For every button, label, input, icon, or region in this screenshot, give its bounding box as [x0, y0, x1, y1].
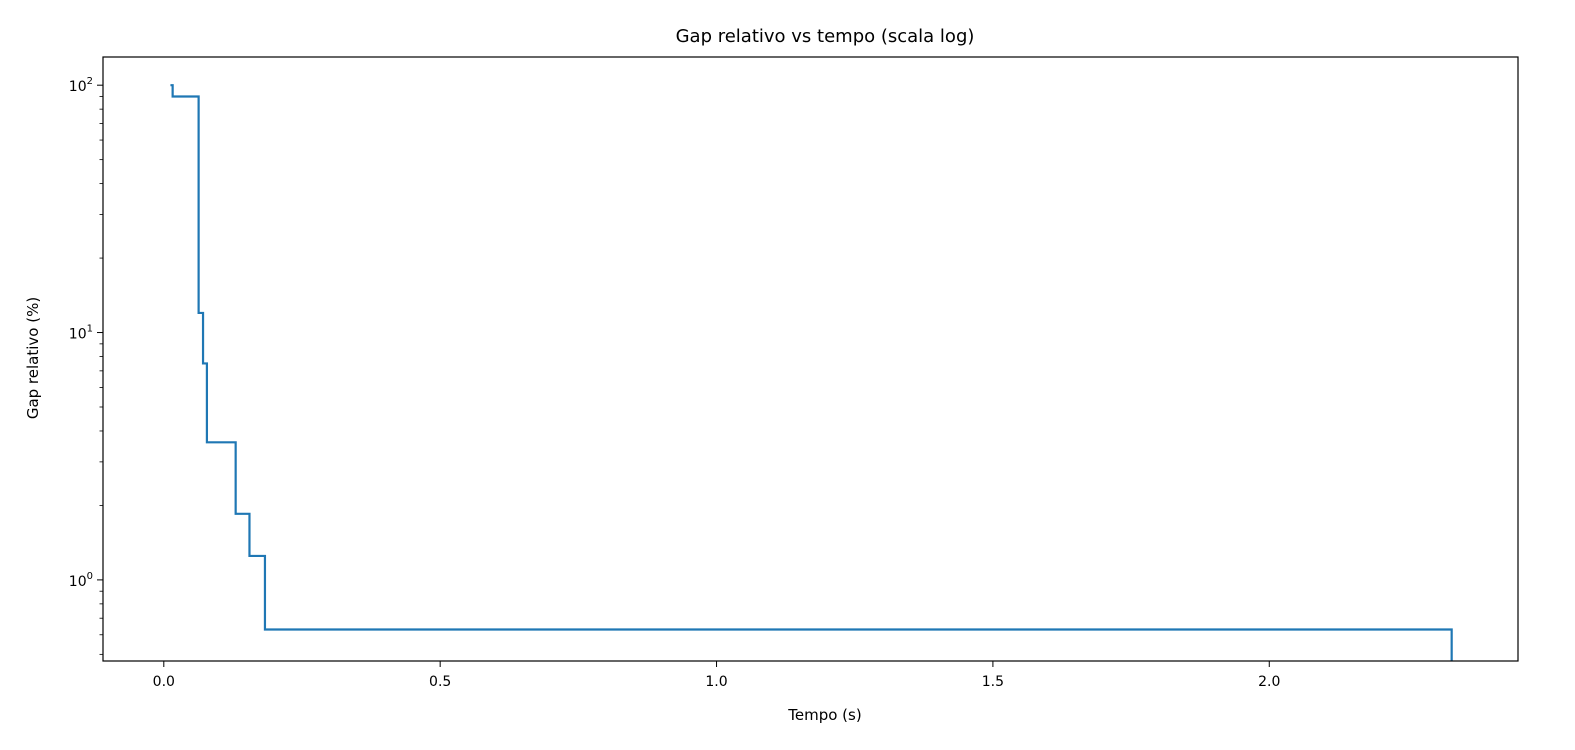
y-tick-base: 10: [69, 327, 87, 343]
x-tick-label: 2.0: [1258, 674, 1280, 690]
x-tick-label: 0.0: [153, 674, 175, 690]
y-tick-label: 100: [69, 571, 93, 590]
y-tick-label: 102: [69, 76, 93, 95]
x-tick-label: 1.5: [982, 674, 1004, 690]
y-tick-label: 101: [69, 324, 93, 343]
x-tick-label: 0.5: [429, 674, 451, 690]
chart-title: Gap relativo vs tempo (scala log): [676, 26, 975, 47]
y-tick-base: 10: [69, 79, 87, 95]
x-axis: 0.0 0.5 1.0 1.5 2.0: [153, 661, 1280, 690]
y-tick-exponent: 0: [87, 571, 93, 582]
y-tick-exponent: 2: [87, 76, 93, 87]
series-line: [170, 84, 1453, 661]
plot-frame: [102, 56, 1519, 662]
y-tick-base: 10: [69, 574, 87, 590]
x-tick-label: 1.0: [705, 674, 727, 690]
y-axis-label: Gap relativo (%): [24, 297, 42, 419]
y-tick-exponent: 1: [87, 324, 93, 335]
plot-area: [170, 84, 1453, 661]
x-axis-label: Tempo (s): [787, 706, 861, 724]
